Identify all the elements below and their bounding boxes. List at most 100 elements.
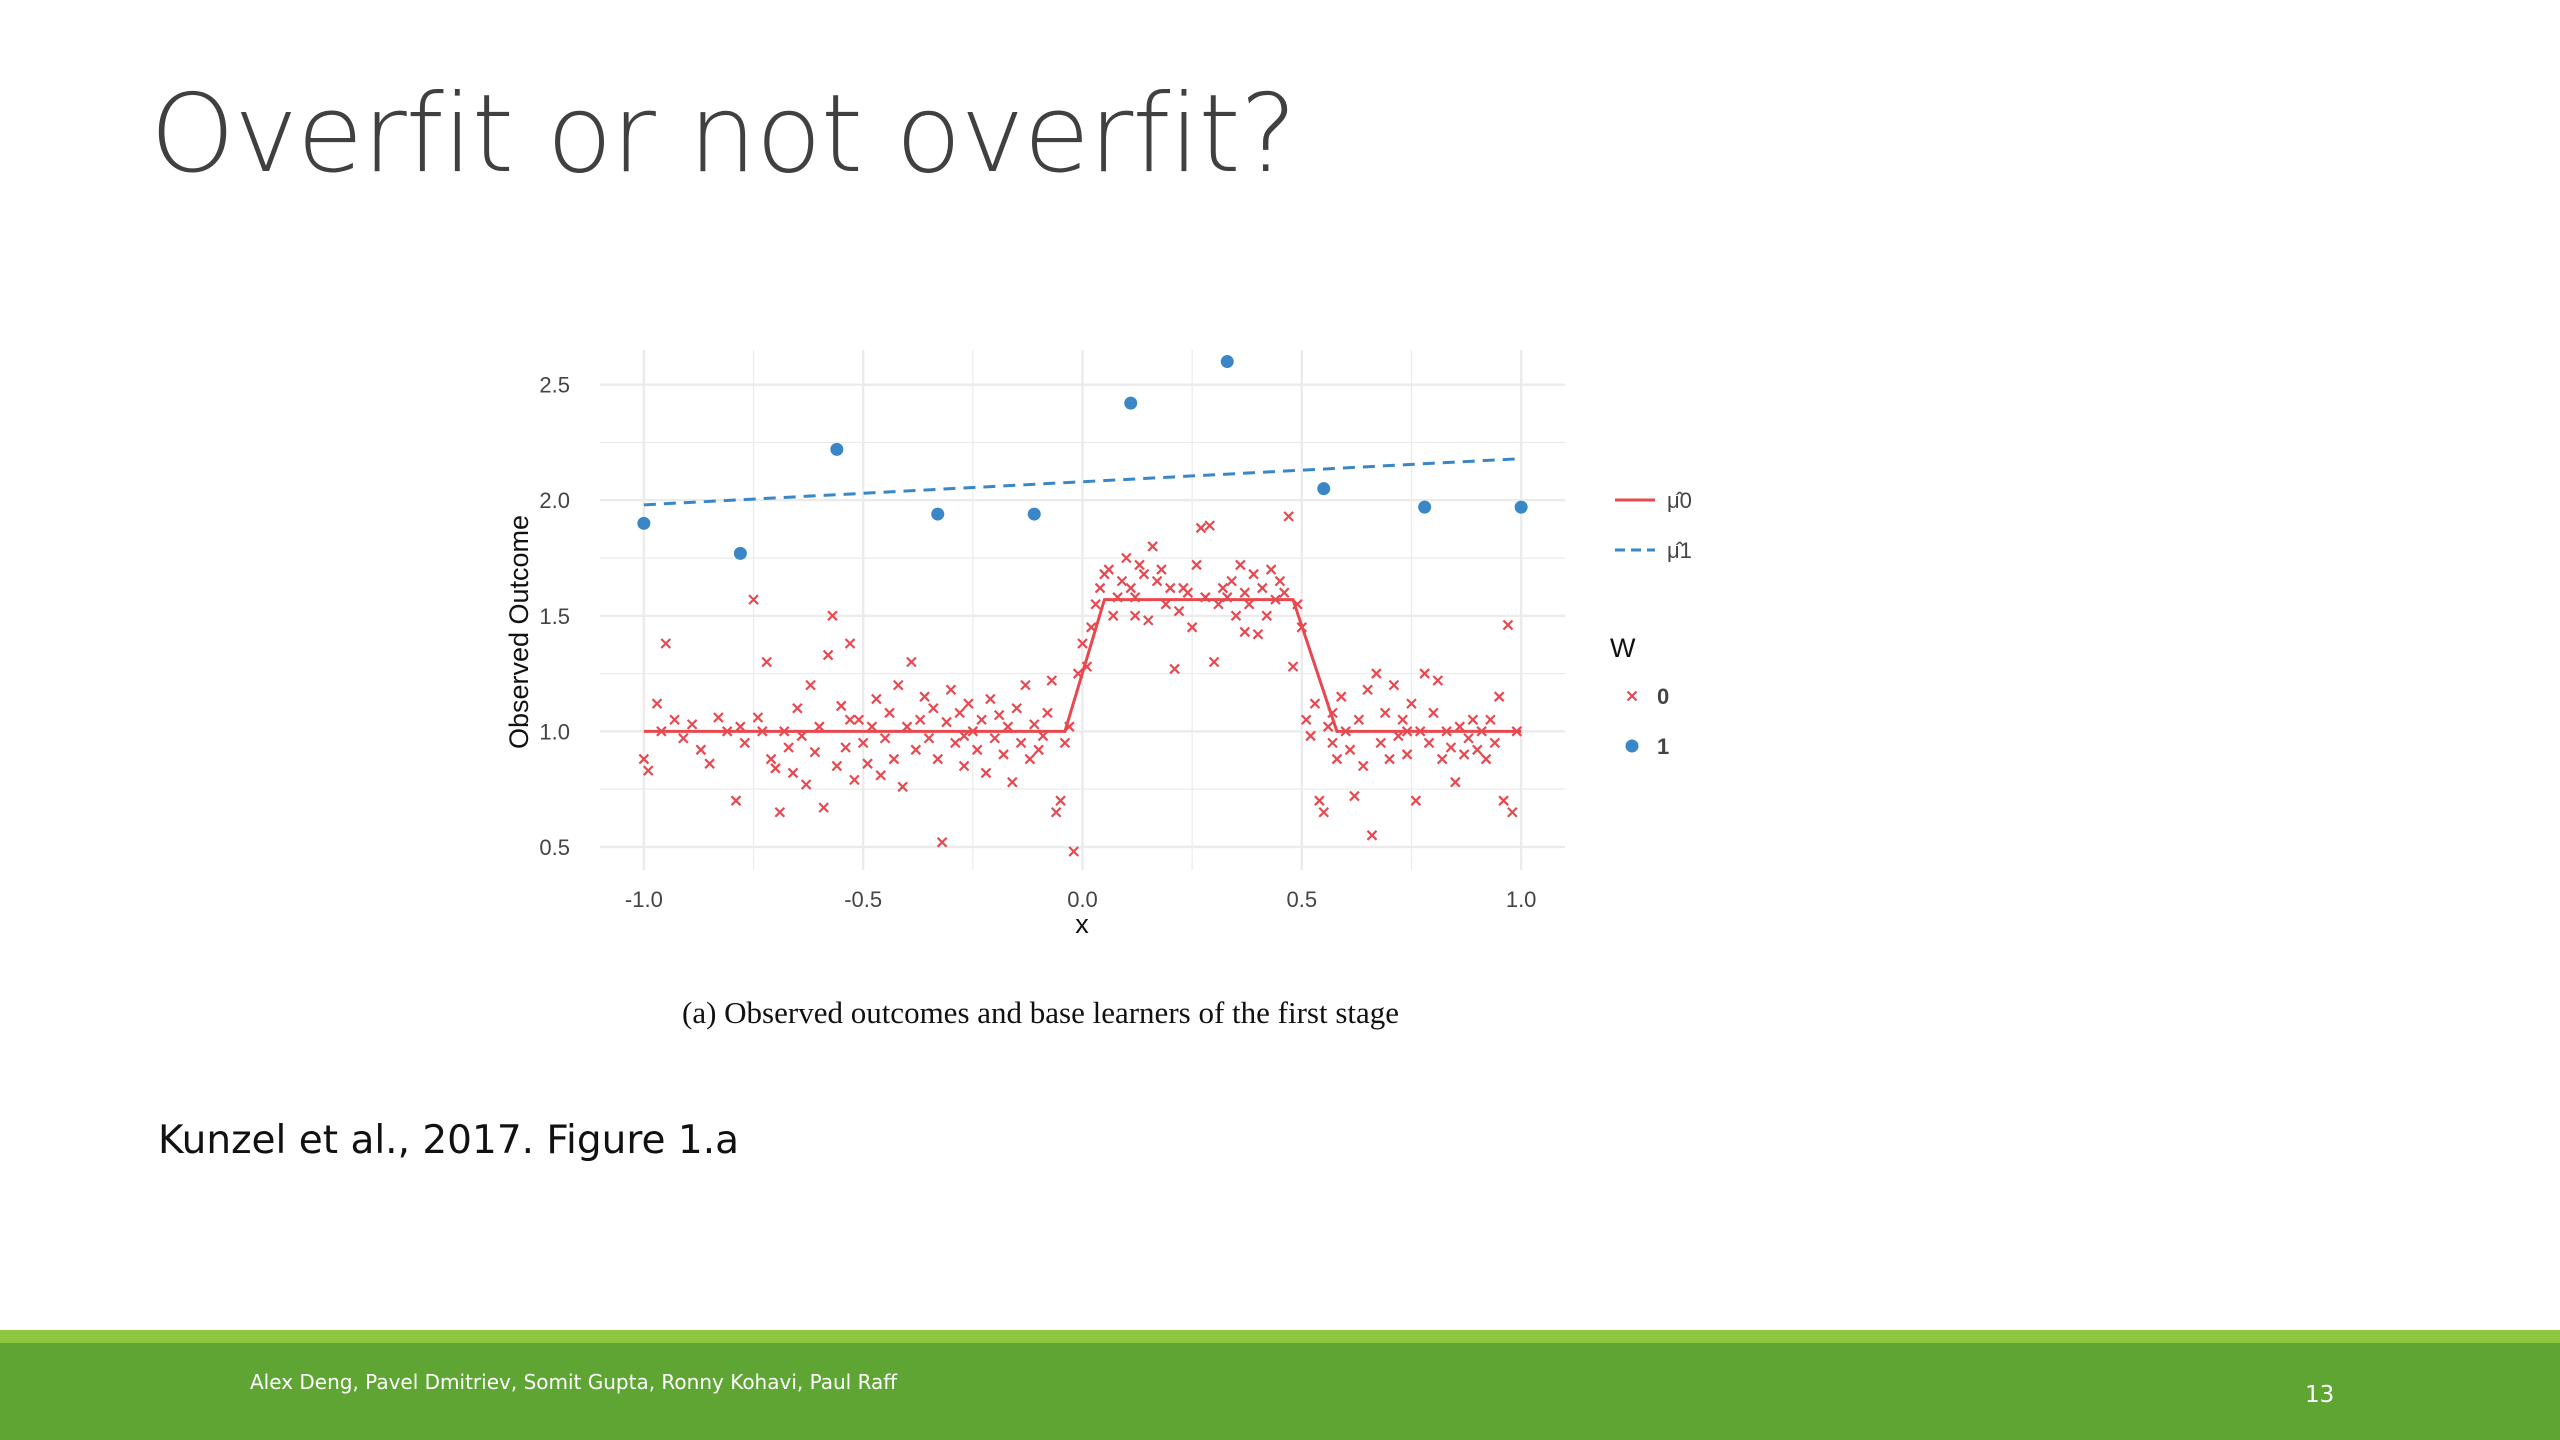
control-point-cross bbox=[1340, 726, 1351, 737]
control-point-cross bbox=[1248, 568, 1259, 580]
control-point bbox=[936, 836, 948, 848]
control-point-cross bbox=[1221, 592, 1233, 603]
control-point bbox=[660, 638, 672, 649]
control-point bbox=[888, 753, 900, 765]
y-tick-label: 2.0 bbox=[539, 488, 570, 513]
control-point bbox=[1318, 806, 1330, 818]
control-point bbox=[958, 760, 970, 772]
control-point-cross bbox=[998, 749, 1009, 760]
control-point-cross bbox=[1327, 707, 1338, 719]
control-point-cross bbox=[980, 767, 992, 779]
control-point-cross bbox=[1476, 726, 1487, 737]
control-point-cross bbox=[919, 691, 930, 702]
control-point-cross bbox=[1169, 663, 1180, 675]
control-point bbox=[695, 744, 707, 756]
control-point-cross bbox=[638, 753, 650, 765]
control-point bbox=[1129, 610, 1141, 622]
control-point-cross bbox=[989, 732, 1001, 744]
treatment-point bbox=[1514, 500, 1528, 514]
control-point-cross bbox=[1314, 795, 1325, 806]
control-point-cross bbox=[1081, 661, 1093, 672]
control-point bbox=[1393, 730, 1404, 742]
control-point bbox=[835, 700, 847, 712]
control-point bbox=[1493, 691, 1505, 702]
control-point bbox=[814, 721, 825, 732]
legend-line-label: μ̂0 bbox=[1667, 488, 1692, 513]
control-point-cross bbox=[1467, 714, 1479, 726]
control-point bbox=[1401, 749, 1413, 760]
control-point-cross bbox=[1388, 679, 1400, 691]
control-point bbox=[1213, 598, 1224, 610]
control-point bbox=[919, 691, 930, 702]
control-point bbox=[1090, 598, 1101, 610]
control-point bbox=[1028, 719, 1040, 730]
control-point bbox=[1384, 753, 1395, 765]
control-point bbox=[879, 732, 891, 744]
control-point-cross bbox=[1287, 661, 1299, 672]
control-point-cross bbox=[1138, 568, 1150, 580]
control-point-cross bbox=[914, 714, 926, 726]
control-point-cross bbox=[1296, 622, 1308, 633]
control-point-cross bbox=[831, 760, 843, 772]
control-point bbox=[1336, 691, 1347, 702]
control-point-cross bbox=[1151, 575, 1163, 587]
control-point-cross bbox=[669, 714, 680, 726]
control-point-cross bbox=[1186, 622, 1198, 633]
control-point bbox=[1055, 795, 1066, 806]
control-point bbox=[1024, 753, 1036, 765]
control-point-cross bbox=[1393, 730, 1404, 742]
page-number: 13 bbox=[2305, 1382, 2335, 1408]
control-point-cross bbox=[1252, 628, 1264, 640]
chart-legend: μ̂0 μ̂1 W0 1 bbox=[1610, 488, 1692, 759]
control-point-cross bbox=[1239, 587, 1251, 598]
control-point-cross bbox=[1458, 749, 1470, 760]
control-point-cross bbox=[1493, 691, 1505, 702]
control-point-cross bbox=[1261, 610, 1273, 622]
control-point-cross bbox=[985, 693, 996, 705]
control-point-cross bbox=[778, 726, 790, 737]
control-point-cross bbox=[1011, 702, 1022, 714]
control-point-cross bbox=[1270, 594, 1281, 605]
control-point bbox=[800, 779, 812, 790]
control-point-cross bbox=[1406, 698, 1417, 709]
control-point bbox=[884, 707, 895, 719]
control-point-cross bbox=[651, 698, 663, 709]
control-point-cross bbox=[686, 719, 698, 730]
control-point-cross bbox=[730, 795, 742, 806]
control-point bbox=[1458, 749, 1470, 760]
legend-group-label: 0 bbox=[1657, 684, 1669, 709]
control-point-cross bbox=[1278, 587, 1290, 598]
control-point-cross bbox=[1125, 582, 1137, 594]
control-point bbox=[1015, 737, 1027, 749]
control-point-cross bbox=[958, 730, 970, 742]
control-point-cross bbox=[1428, 707, 1439, 719]
control-point-cross bbox=[695, 744, 707, 756]
control-point bbox=[980, 767, 992, 779]
control-point-cross bbox=[1107, 610, 1119, 622]
control-point bbox=[840, 742, 851, 753]
control-point bbox=[844, 714, 856, 726]
control-point-cross bbox=[1454, 721, 1466, 732]
control-point bbox=[1261, 610, 1273, 622]
control-point-cross bbox=[787, 767, 799, 779]
control-point bbox=[669, 714, 680, 726]
control-point bbox=[818, 802, 829, 813]
control-point bbox=[831, 760, 843, 772]
control-point bbox=[1410, 795, 1422, 806]
control-point bbox=[1441, 726, 1452, 737]
slide-footer: Alex Deng, Pavel Dmitriev, Somit Gupta, … bbox=[0, 1343, 2560, 1440]
control-point-cross bbox=[1208, 656, 1220, 668]
control-point bbox=[1103, 564, 1115, 575]
control-point-cross bbox=[945, 684, 957, 696]
control-point-cross bbox=[954, 707, 965, 719]
control-point bbox=[1085, 622, 1097, 633]
control-point bbox=[906, 656, 917, 668]
control-point bbox=[1450, 776, 1461, 788]
control-point-cross bbox=[1507, 806, 1518, 818]
control-point-cross bbox=[1230, 610, 1242, 622]
treatment-point bbox=[1027, 507, 1041, 521]
control-point-cross bbox=[1371, 668, 1382, 679]
control-point bbox=[1059, 737, 1071, 749]
control-point bbox=[853, 714, 865, 726]
control-point-cross bbox=[1353, 714, 1365, 726]
